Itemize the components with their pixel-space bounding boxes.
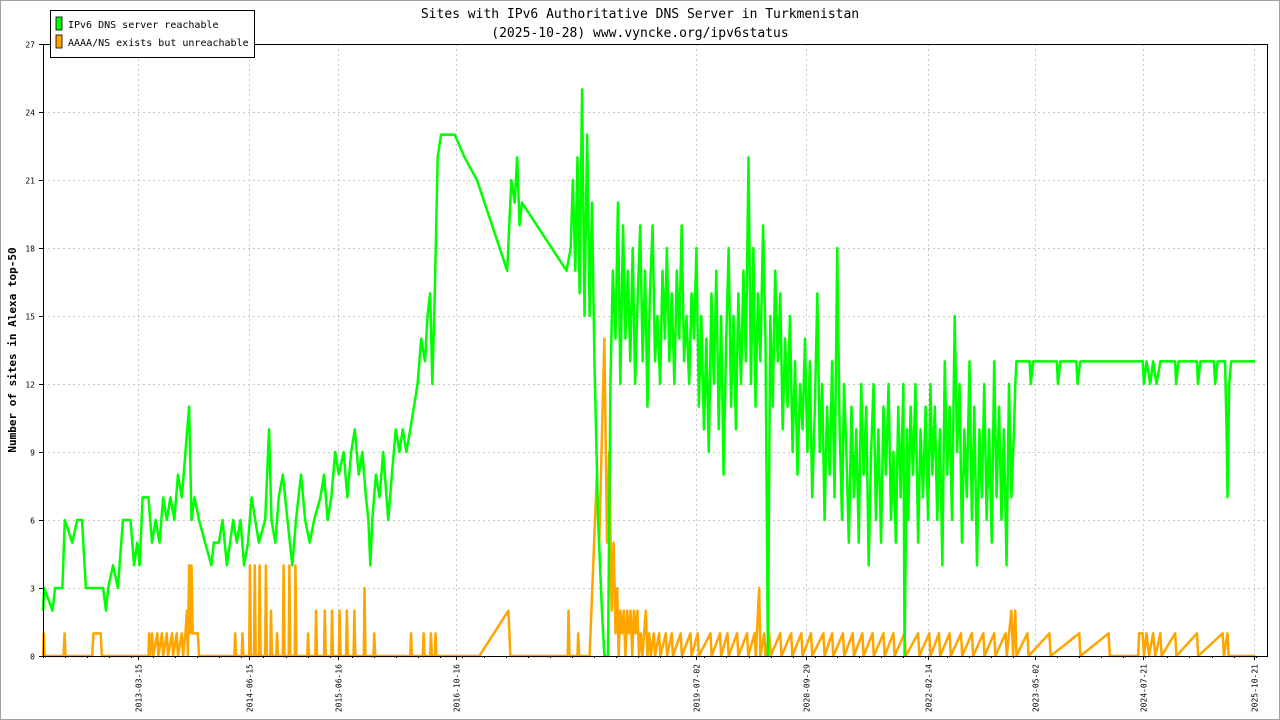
x-tick-label: 2015-06-16 [335, 664, 344, 712]
x-tick-label: 2019-07-02 [693, 664, 702, 712]
y-axis-label: Number of sites in Alexa top-50 [6, 247, 19, 452]
y-tick-label: 3 [30, 585, 35, 594]
x-tick-label: 2014-06-15 [246, 664, 255, 712]
y-tick-label: 18 [25, 245, 35, 254]
x-tick-label: 2013-03-15 [135, 664, 144, 712]
legend-swatch-reachable [55, 16, 63, 31]
y-tick-label: 15 [25, 313, 35, 322]
axis-layer: 0 3 6 9 12 15 18 21 24 27 2013-03-15 2014-06-15 2015… [25, 41, 1268, 712]
series-line-unreachable [41, 337, 1256, 658]
x-tick-label: 2024-07-21 [1140, 664, 1149, 712]
x-tick-label: 2023-05-02 [1032, 664, 1041, 712]
legend-swatch-unreachable [55, 34, 63, 49]
y-tick-label: 6 [30, 517, 35, 526]
plot-frame [43, 44, 1268, 657]
legend-label-reachable: IPv6 DNS server reachable [68, 20, 219, 31]
y-tick-label: 21 [25, 177, 35, 186]
series-layer [41, 88, 1256, 658]
legend-box [50, 10, 255, 58]
y-tick-label: 27 [25, 41, 35, 50]
y-tick-label: 12 [25, 381, 35, 390]
x-tick-label: 2020-09-29 [803, 664, 812, 712]
x-tick-label: 2025-10-21 [1251, 664, 1260, 712]
series-line-reachable [41, 88, 1256, 658]
x-tick-label: 2016-10-16 [453, 664, 462, 712]
y-tick-label: 0 [30, 653, 35, 662]
legend: IPv6 DNS server reachable AAAA/NS exists… [50, 10, 255, 58]
x-tick-label: 2022-02-14 [925, 664, 934, 712]
y-tick-label: 9 [30, 449, 35, 458]
y-tick-label: 24 [25, 109, 35, 118]
legend-label-unreachable: AAAA/NS exists but unreachable [68, 38, 249, 49]
chart-subtitle: (2025-10-28) www.vyncke.org/ipv6status [491, 26, 788, 41]
chart-title: Sites with IPv6 Authoritative DNS Server… [421, 7, 859, 22]
